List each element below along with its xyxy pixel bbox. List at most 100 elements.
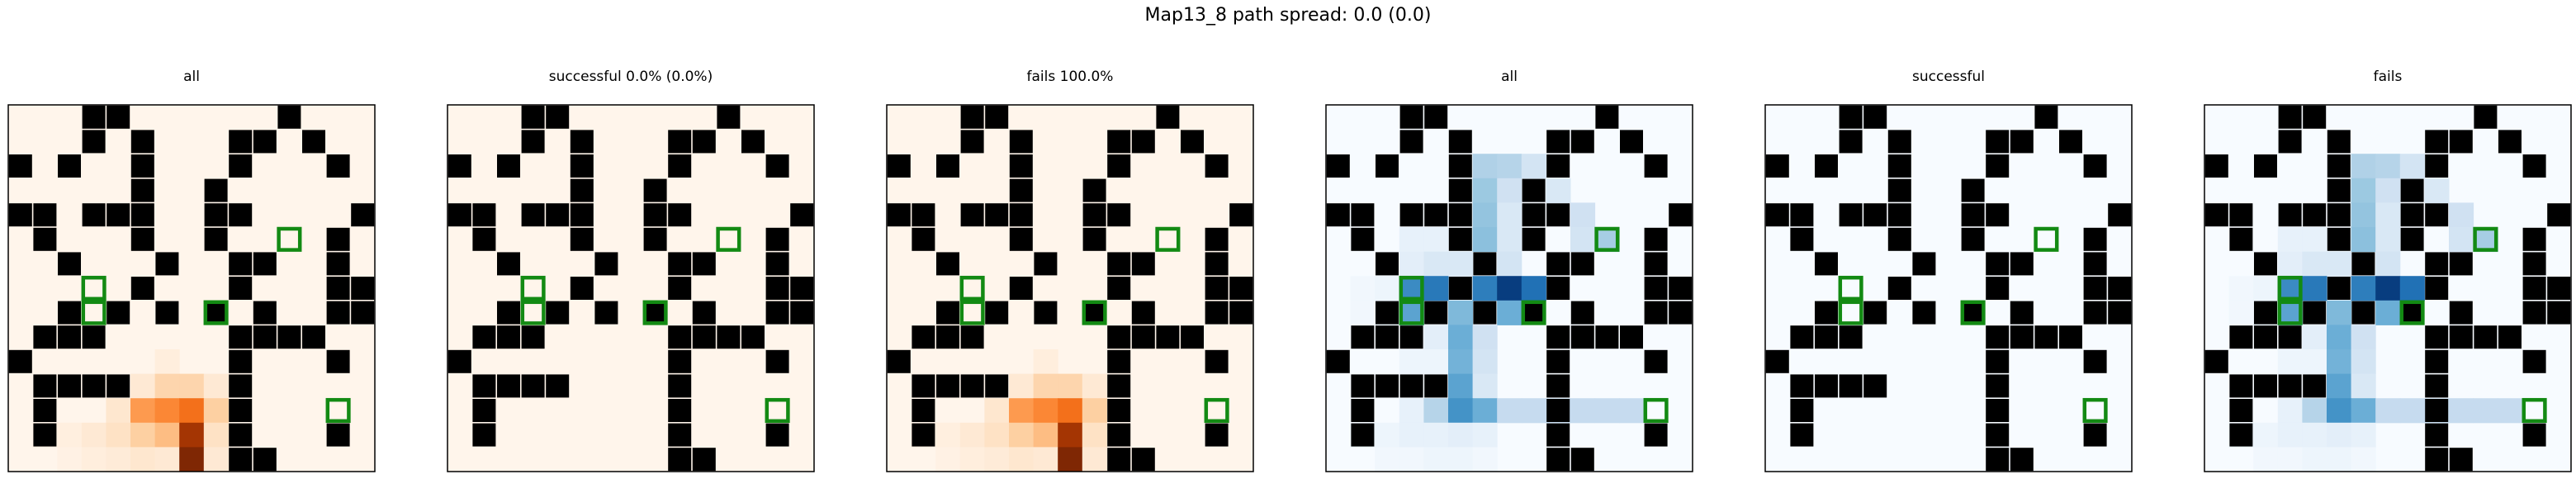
obstacle-cell: [1961, 227, 1985, 251]
obstacle-cell: [570, 203, 594, 227]
obstacle-cell: [1986, 374, 2010, 398]
obstacle-cell: [2522, 277, 2546, 300]
obstacle-cell: [1034, 301, 1058, 325]
obstacle-cell: [2425, 374, 2449, 398]
goal-marker: [2034, 226, 2059, 252]
heat-cell: [1033, 398, 1058, 424]
obstacle-cell: [58, 325, 81, 349]
heat-cell: [2277, 251, 2303, 277]
obstacle-cell: [58, 301, 81, 325]
heat-cell: [1497, 154, 1522, 179]
obstacle-cell: [1107, 448, 1131, 472]
obstacle-cell: [1351, 227, 1375, 251]
obstacle-cell: [2547, 277, 2571, 300]
obstacle-cell: [717, 325, 741, 349]
heat-cell: [2375, 202, 2401, 228]
obstacle-cell: [2327, 130, 2351, 154]
obstacle-cell: [1644, 154, 1668, 178]
heat-cell: [1399, 300, 1424, 325]
obstacle-cell: [1399, 130, 1423, 154]
obstacle-cell: [1644, 423, 1668, 447]
obstacle-cell: [1448, 178, 1472, 202]
obstacle-cell: [1107, 325, 1131, 349]
heat-cell: [1058, 447, 1083, 472]
heat-cell: [1423, 276, 1449, 301]
goal-marker: [1204, 397, 1229, 424]
obstacle-cell: [497, 252, 520, 276]
obstacle-cell: [1644, 349, 1668, 373]
heatmap-panel-5: successful: [1764, 69, 2133, 472]
obstacle-cell: [1815, 325, 1838, 349]
obstacle-cell: [2010, 301, 2034, 325]
obstacle-cell: [1986, 325, 2010, 349]
obstacle-cell: [1229, 203, 1253, 227]
goal-marker: [1643, 397, 1669, 424]
obstacle-cell: [1399, 374, 1423, 398]
obstacle-cell: [2449, 301, 2473, 325]
obstacle-cell: [1131, 325, 1155, 349]
goal-marker: [2399, 300, 2425, 325]
obstacle-cell: [2327, 277, 2351, 300]
obstacle-cell: [960, 325, 984, 349]
obstacle-cell: [1887, 130, 1911, 154]
obstacle-cell: [130, 178, 154, 202]
heat-cell: [154, 373, 180, 399]
heat-cell: [2277, 398, 2303, 424]
obstacle-cell: [2327, 227, 2351, 251]
heat-cell: [2327, 447, 2352, 472]
obstacle-cell: [302, 325, 325, 349]
obstacle-cell: [936, 374, 959, 398]
heat-cell: [1423, 398, 1449, 424]
heat-cell: [179, 398, 205, 424]
obstacle-cell: [82, 374, 106, 398]
obstacle-cell: [741, 325, 765, 349]
obstacle-cell: [2204, 154, 2228, 178]
obstacle-cell: [668, 277, 692, 300]
obstacle-cell: [1863, 203, 1887, 227]
obstacle-cell: [2425, 252, 2449, 276]
heat-cell: [1594, 398, 1620, 424]
obstacle-cell: [229, 325, 253, 349]
obstacle-cell: [130, 277, 154, 300]
obstacle-cell: [521, 130, 545, 154]
obstacle-cell: [326, 423, 350, 447]
heat-cell: [1472, 227, 1498, 253]
obstacle-cell: [1790, 227, 1814, 251]
heat-cell: [179, 422, 205, 448]
obstacle-cell: [765, 154, 789, 178]
heat-cell: [2375, 178, 2401, 203]
goal-marker: [520, 275, 546, 301]
obstacle-cell: [1644, 301, 1668, 325]
obstacle-cell: [1546, 252, 1570, 276]
obstacle-cell: [2425, 130, 2449, 154]
obstacle-cell: [1351, 423, 1375, 447]
heat-cell: [1375, 422, 1400, 448]
obstacle-cell: [82, 203, 106, 227]
heat-cell: [57, 422, 83, 448]
heat-cell: [154, 349, 180, 375]
heat-cell: [1448, 373, 1474, 399]
heat-cell: [2473, 398, 2498, 424]
obstacle-cell: [229, 399, 253, 422]
heat-cell: [203, 422, 229, 448]
obstacle-cell: [741, 130, 765, 154]
obstacle-cell: [1082, 178, 1106, 202]
obstacle-cell: [1961, 178, 1985, 202]
goal-marker: [1399, 275, 1424, 301]
obstacle-cell: [643, 178, 667, 202]
heat-cell: [1448, 325, 1474, 350]
goal-marker: [2522, 397, 2547, 424]
obstacle-cell: [1082, 227, 1106, 251]
obstacle-cell: [2034, 105, 2058, 129]
obstacle-cell: [155, 252, 179, 276]
obstacle-cell: [1107, 423, 1131, 447]
obstacle-cell: [2425, 277, 2449, 300]
goal-marker: [203, 300, 229, 325]
obstacle-cell: [1229, 277, 1253, 300]
heat-cell: [2399, 398, 2425, 424]
heat-cell: [2351, 178, 2376, 203]
obstacle-cell: [1961, 203, 1985, 227]
obstacle-cell: [2254, 301, 2277, 325]
heat-cell: [81, 447, 107, 472]
heat-cell: [1497, 202, 1522, 228]
